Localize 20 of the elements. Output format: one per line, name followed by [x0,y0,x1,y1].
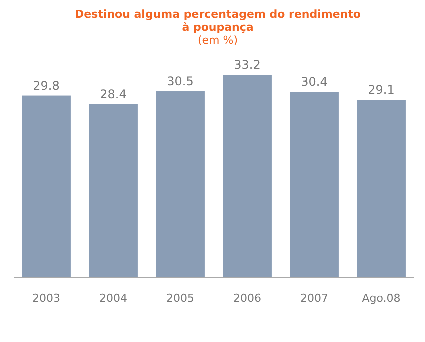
bar [223,75,272,278]
data-label: 33.2 [234,58,261,72]
x-tick-label: 2003 [32,292,60,305]
bar [290,92,339,278]
x-tick-label: 2006 [234,292,262,305]
x-tick-label: 2005 [166,292,194,305]
bar [156,92,205,278]
bar [22,96,71,278]
x-tick-label: Ago.08 [362,292,401,305]
data-label: 30.5 [167,74,194,89]
chart-subtitle: (em %) [198,34,238,47]
data-label: 29.8 [33,78,60,93]
x-tick-label: 2007 [300,292,329,305]
chart-title: Destinou alguma percentagem do rendimento à poupança [75,8,362,34]
data-label: 30.4 [301,75,328,90]
data-label: 28.4 [100,87,127,102]
x-tick-label: 2004 [99,292,128,305]
bar [357,100,406,278]
data-label: 29.1 [368,83,395,98]
bar [89,104,138,278]
